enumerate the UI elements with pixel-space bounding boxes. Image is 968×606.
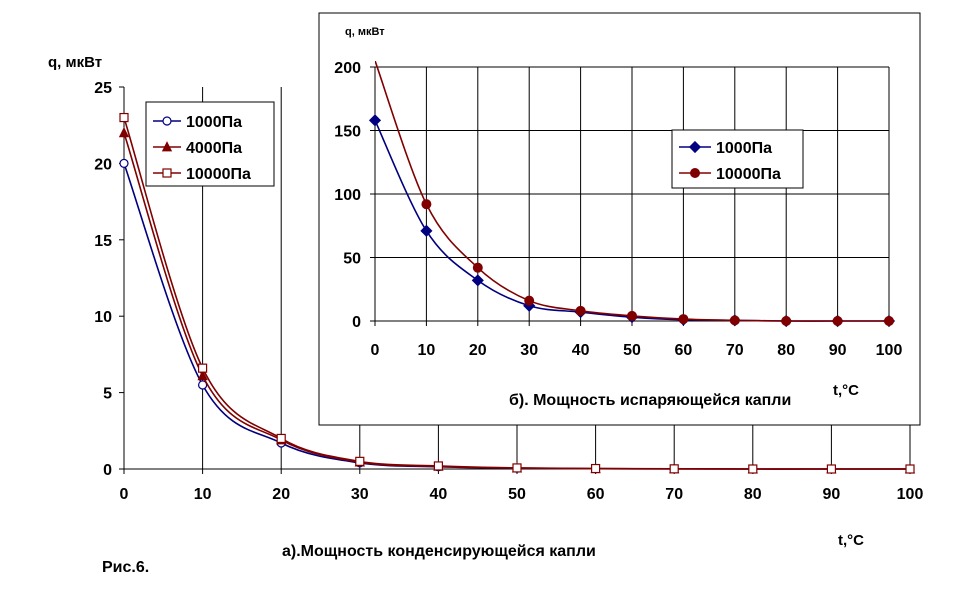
y-tick-label-a: 10 <box>94 309 112 326</box>
data-point-b <box>781 316 792 326</box>
x-axis-label-b: t,°C <box>833 382 859 399</box>
x-tick-label-b: 0 <box>371 342 380 359</box>
data-point-a <box>433 461 443 471</box>
y-tick-label-a: 0 <box>103 462 112 479</box>
y-axis-label-b: q, мкВт <box>345 26 385 38</box>
x-tick-label-a: 30 <box>351 486 369 503</box>
data-point-a <box>119 112 129 123</box>
chart-caption-b: б). Мощность испаряющейся капли <box>509 392 791 409</box>
legend-label-a: 4000Па <box>186 140 242 157</box>
data-point-b <box>472 262 483 273</box>
x-tick-label-a: 70 <box>665 486 683 503</box>
data-point-b <box>368 114 382 127</box>
data-point-a <box>276 433 286 444</box>
x-tick-label-b: 20 <box>469 342 487 359</box>
y-tick-label-b: 100 <box>334 187 361 204</box>
legend-label-a: 10000Па <box>186 166 251 183</box>
legend-marker-b <box>688 140 702 154</box>
legend-marker-a <box>161 141 173 152</box>
y-tick-label-b: 200 <box>334 60 361 77</box>
data-point-b <box>421 199 432 210</box>
x-tick-label-b: 50 <box>623 342 641 359</box>
x-tick-label-a: 20 <box>272 486 290 503</box>
x-tick-label-a: 10 <box>194 486 212 503</box>
legend-a: 1000Па 4000Па 10000Па <box>145 101 275 187</box>
inset-frame <box>318 12 921 426</box>
legend-marker-a <box>162 168 172 178</box>
y-tick-label-a: 5 <box>103 386 112 403</box>
chart-b: 0 50 100 150 200 0 10 20 30 40 50 60 70 80 90 100 q, мкВ… <box>318 12 921 426</box>
data-point-a <box>669 464 679 474</box>
legend-label-a: 1000Па <box>186 114 242 131</box>
data-point-a <box>197 369 208 381</box>
y-tick-label-a: 15 <box>94 233 112 250</box>
legend-label-b: 10000Па <box>716 166 781 183</box>
x-tick-label-a: 50 <box>508 486 526 503</box>
data-point-b <box>627 310 637 321</box>
chart-caption-a: а).Мощность конденсирующейся капли <box>282 543 596 560</box>
x-axis-label-a: t,°C <box>838 532 864 549</box>
x-tick-label-b: 70 <box>726 342 744 359</box>
x-tick-label-b: 40 <box>572 342 590 359</box>
data-point-b <box>832 316 843 326</box>
x-tick-label-b: 100 <box>876 342 903 359</box>
figure-label: Рис.6. <box>102 559 149 576</box>
x-tick-label-b: 80 <box>777 342 795 359</box>
x-tick-label-a: 90 <box>823 486 841 503</box>
y-tick-label-a: 20 <box>94 156 112 173</box>
x-tick-label-b: 30 <box>520 342 538 359</box>
x-tick-label-b: 90 <box>829 342 847 359</box>
data-point-a <box>355 456 365 466</box>
data-point-b <box>524 295 535 306</box>
y-tick-label-b: 50 <box>343 251 361 268</box>
data-point-a <box>118 126 130 138</box>
data-point-a <box>826 464 837 474</box>
x-tick-label-a: 40 <box>430 486 448 503</box>
series-line-b <box>375 61 889 322</box>
data-point-b <box>575 305 586 316</box>
data-point-b <box>884 316 894 326</box>
data-point-a <box>590 463 601 474</box>
data-point-b <box>420 224 433 237</box>
data-point-b <box>678 314 689 325</box>
legend-marker-a <box>162 116 172 126</box>
data-point-a <box>905 464 915 474</box>
y-tick-label-b: 0 <box>352 314 361 331</box>
data-point-a <box>198 363 208 373</box>
legend-box-b <box>671 129 804 189</box>
x-tick-label-a: 80 <box>744 486 762 503</box>
y-tick-label-a: 25 <box>94 80 112 97</box>
x-tick-label-a: 0 <box>120 486 129 503</box>
data-point-b <box>729 315 740 326</box>
legend-label-b: 1000Па <box>716 140 772 157</box>
data-point-a <box>119 158 129 168</box>
y-axis-label-a: q, мкВт <box>48 54 102 71</box>
x-tick-label-a: 60 <box>587 486 605 503</box>
x-tick-label-a: 100 <box>897 486 924 503</box>
data-point-b <box>471 274 484 287</box>
data-point-a <box>748 464 758 474</box>
legend-b: 1000Па 10000Па <box>671 129 804 189</box>
x-tick-label-b: 60 <box>675 342 693 359</box>
legend-marker-b <box>690 168 700 178</box>
y-tick-label-b: 150 <box>334 124 361 141</box>
data-point-a <box>512 463 522 473</box>
data-point-a <box>198 380 208 390</box>
x-tick-label-b: 10 <box>418 342 436 359</box>
